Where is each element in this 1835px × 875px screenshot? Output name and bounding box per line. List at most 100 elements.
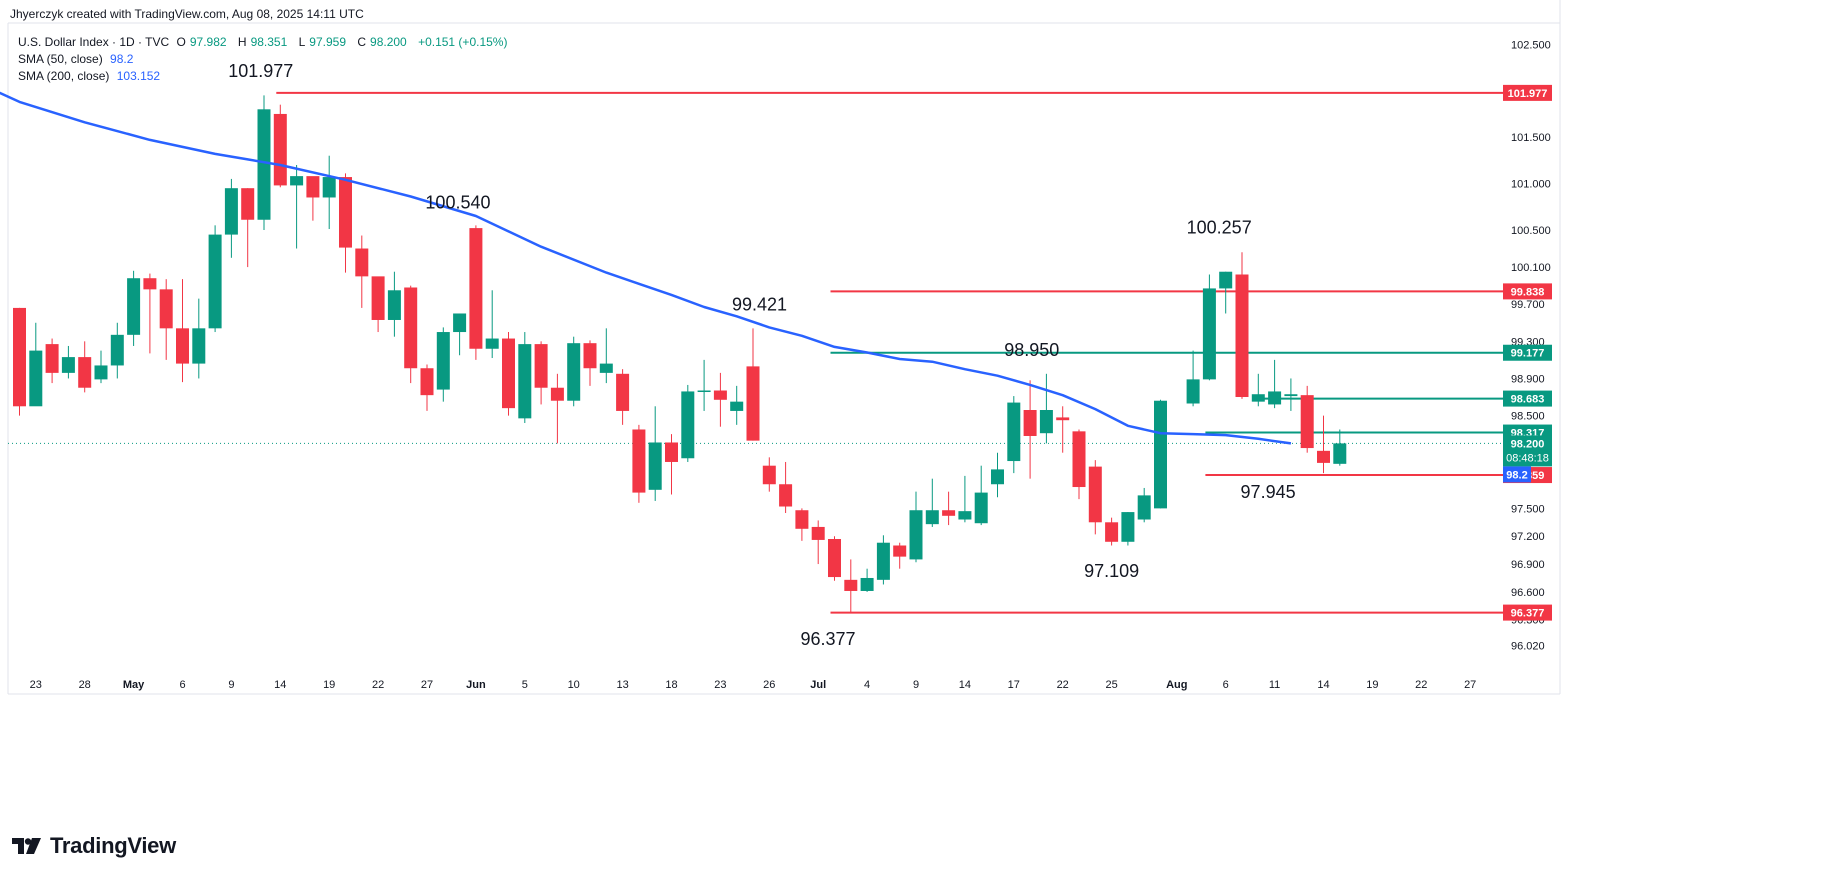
price-annotation: 100.540 — [425, 193, 490, 213]
candle-body — [224, 188, 238, 235]
time-tick-label: 10 — [568, 679, 580, 691]
price-tick-label: 98.500 — [1511, 411, 1545, 423]
candle — [665, 434, 678, 495]
candle-body — [176, 328, 189, 364]
candle-body — [355, 248, 369, 277]
candle — [795, 508, 809, 541]
candle — [143, 273, 157, 354]
sma50-row[interactable]: SMA (50, close) 98.2 — [18, 51, 511, 68]
candle — [991, 452, 1004, 498]
candle-body — [436, 332, 450, 390]
symbol-row[interactable]: U.S. Dollar Index · 1D · TVC O 97.982 H 98… — [18, 34, 511, 51]
sma50-value: 98.2 — [110, 52, 134, 66]
candle — [550, 373, 564, 444]
candle — [1317, 415, 1330, 474]
candle — [746, 328, 760, 441]
candle-body — [583, 343, 597, 369]
horizontal-levels — [276, 91, 1503, 614]
candle-body — [811, 526, 825, 540]
candle — [697, 359, 711, 411]
time-tick-label: May — [123, 679, 145, 691]
candle-body — [1251, 394, 1265, 402]
ohlc-high: H 98.351 — [238, 35, 291, 49]
time-tick-label: 4 — [864, 679, 870, 691]
price-annotation: 101.977 — [228, 61, 293, 81]
level-price-label: 98.683 — [1511, 394, 1545, 406]
countdown-label: 08:48:18 — [1506, 452, 1549, 464]
candle-body — [795, 510, 809, 529]
candle — [404, 285, 418, 384]
price-axis: 102.500102.000101.500101.000100.500100.1… — [1511, 39, 1551, 652]
candle-body — [45, 344, 59, 373]
candle — [485, 290, 499, 359]
candle-body — [453, 313, 467, 333]
candle — [110, 322, 124, 379]
candle — [306, 176, 320, 221]
candle — [1333, 429, 1347, 466]
candle-body — [110, 334, 124, 366]
level-price-label-bg — [1503, 84, 1552, 101]
open-value: 97.982 — [189, 35, 227, 49]
chart-legend: U.S. Dollar Index · 1D · TVC O 97.982 H 98… — [18, 34, 511, 85]
level-price-label-bg — [1503, 283, 1552, 300]
candle — [876, 535, 890, 585]
sma50-price-label-bg — [1503, 466, 1531, 483]
candle — [29, 322, 43, 407]
candle-body — [909, 510, 923, 560]
candle-body — [958, 511, 972, 520]
tradingview-logo[interactable]: TradingView — [12, 833, 176, 859]
candle-body — [876, 542, 890, 580]
sma50-line — [0, 91, 1292, 445]
candle-body — [746, 366, 760, 441]
candle-body — [844, 579, 858, 591]
time-tick-label: 14 — [1317, 679, 1329, 691]
level-price-label: 99.177 — [1511, 348, 1545, 360]
current-price-label: 98.200 — [1511, 438, 1545, 450]
candle — [339, 173, 352, 273]
candle-body — [991, 469, 1004, 485]
sma200-value: 103.152 — [116, 69, 161, 83]
time-tick-label: 19 — [1366, 679, 1378, 691]
candle-body — [290, 176, 304, 186]
candle-body — [273, 113, 287, 186]
candle — [371, 276, 385, 333]
price-tick-label: 98.900 — [1511, 373, 1545, 385]
sma200-row[interactable]: SMA (200, close) 103.152 — [18, 68, 511, 85]
candle — [1154, 399, 1167, 509]
candle — [224, 178, 238, 258]
candle-body — [648, 442, 662, 490]
candle — [355, 235, 369, 308]
price-tick-label: 96.600 — [1511, 587, 1545, 599]
candle-body — [192, 328, 206, 364]
candle-body — [159, 289, 173, 329]
candle-body — [485, 338, 499, 349]
candle-body — [420, 368, 434, 396]
candle-body — [306, 176, 320, 198]
ohlc-close: C 98.200 — [357, 35, 410, 49]
sma50-price-label: 98.2 — [1506, 469, 1527, 481]
price-annotation: 100.257 — [1187, 218, 1252, 238]
price-chart[interactable]: 102.500102.000101.500101.000100.500100.1… — [0, 0, 1835, 830]
time-axis: 23 28 May 6 9 14 19 22 27 Jun 5 10 13 18 23 26 Jul 4 9 14 17… — [30, 679, 1477, 691]
candle-body — [550, 387, 564, 401]
candle-body — [942, 510, 956, 516]
time-tick-label: 13 — [616, 679, 628, 691]
candle-body — [925, 510, 939, 525]
tradingview-logo-icon — [12, 838, 41, 854]
candle-body — [1072, 431, 1086, 488]
time-tick-label: Jul — [810, 679, 826, 691]
candle-body — [730, 401, 744, 411]
candle — [1039, 373, 1053, 444]
candle — [387, 271, 401, 337]
tradingview-brand: TradingView — [50, 833, 176, 858]
candle-body — [860, 577, 874, 591]
candle-body — [1007, 402, 1021, 462]
time-tick-label: 9 — [228, 679, 234, 691]
candle-body — [94, 365, 108, 380]
level-price-label: 96.377 — [1511, 608, 1545, 620]
candle-body — [1039, 410, 1053, 434]
candle — [1219, 271, 1233, 314]
candle-body — [502, 338, 515, 409]
candle — [1284, 378, 1298, 411]
candles — [13, 95, 1347, 613]
